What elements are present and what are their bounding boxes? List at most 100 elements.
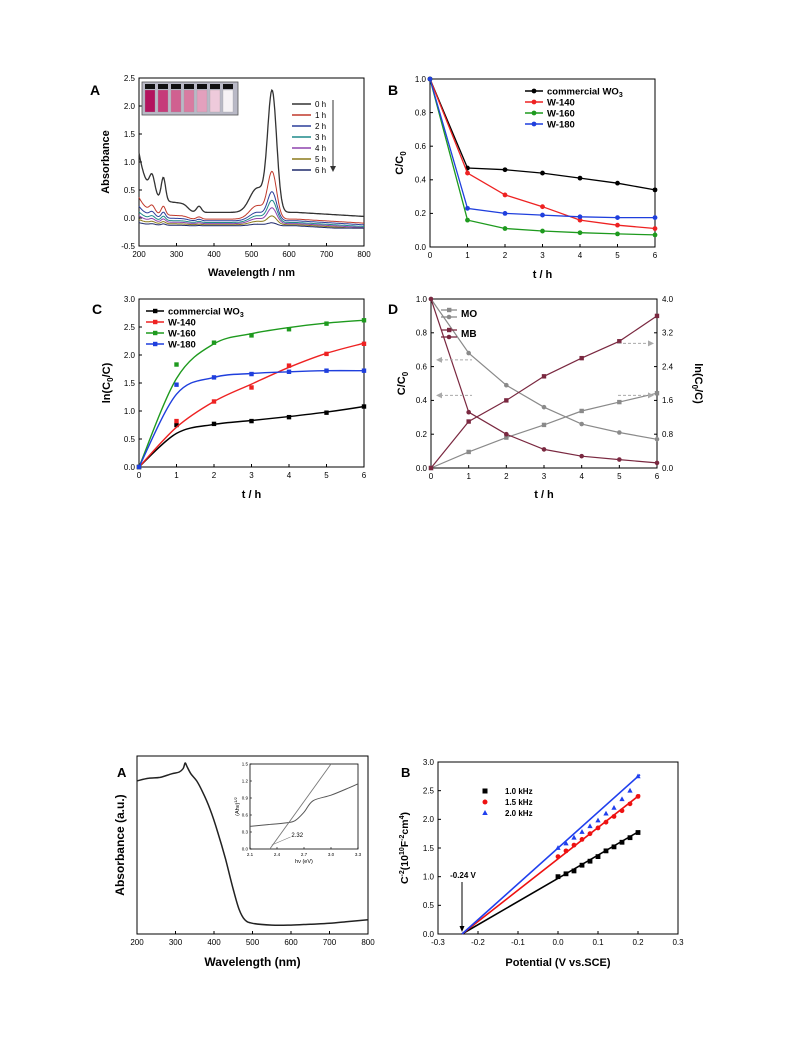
legend-marker (447, 327, 452, 333)
panel-b-top-x-tick-label: 0 (428, 251, 433, 260)
panel-b-bottom-x-tick-label: 0.2 (632, 938, 644, 947)
panel-d-top-series-1-decay-line (430, 298, 658, 464)
panel-c-top-series-3-point (211, 375, 217, 380)
panel-a-bottom-x-tick-label: 400 (207, 938, 221, 947)
panel-c-top-x-tick-label: 6 (362, 471, 367, 480)
panel-c-top-series-0-fit-curve (138, 405, 365, 468)
y-label-tail: /C) (101, 362, 113, 377)
legend-label: 3 h (315, 133, 326, 142)
panel-c-top-y-tick-label: 0.5 (124, 435, 136, 444)
legend-label: commercial WO3 (547, 87, 623, 100)
panel-b-bottom-series-1-point (587, 831, 593, 837)
panel-a-top-y-tick-label: 1.5 (124, 130, 136, 139)
panel-b-top-x-tick-label: 2 (503, 251, 508, 260)
panel-b-top-series-1-point (615, 222, 620, 228)
legend-label: 5 h (315, 155, 326, 164)
panel-b-top-y-tick-label: 1.0 (415, 75, 427, 84)
panel-c-top-series-1-point (211, 399, 217, 404)
panel-b-bottom-x-tick-label: -0.1 (511, 938, 525, 947)
vial-cap (171, 84, 181, 89)
panel-a-top-series-0-line (138, 88, 364, 218)
axis-arrow-head (436, 356, 442, 363)
panel-b-bottom-series-0-point (595, 854, 601, 859)
legend-label: W-160 (547, 109, 575, 120)
legend-label: 0 h (315, 100, 326, 109)
legend-label-text: W-140 (168, 318, 196, 329)
panel-b-top-series-1-point (502, 192, 508, 198)
panel-b-bottom-series-1-point (611, 814, 617, 819)
panel-b-top-y-tick-label: 0.0 (415, 243, 427, 252)
panel-c-top-panel-letter: C (92, 301, 102, 317)
panel-d-top-x-tick-label: 2 (504, 472, 509, 481)
panel-d-top-series-1-kinetic-point (541, 374, 547, 379)
panel-a-top-series-1-line (138, 170, 365, 224)
vial (183, 89, 195, 113)
panel-b-bottom-series-2-point (627, 787, 633, 793)
panel-b-top-y-tick-label: 0.4 (415, 176, 427, 185)
panel-a-bottom-x-tick-label: 800 (361, 938, 375, 947)
legend-label-sub: 3 (619, 92, 623, 99)
panel-a-top-series-5-line (138, 215, 364, 229)
panel-c-top-x-tick-label: 2 (212, 471, 217, 480)
panel-a-top-series-3-line (138, 199, 364, 227)
inset-y-tick-label: 0.9 (242, 796, 249, 801)
y-label-sup2: 10 (399, 847, 406, 855)
legend-marker (153, 308, 158, 314)
panel-d-top-series-1-decay-point (617, 457, 622, 462)
panel-b-top-x-tick-label: 1 (465, 251, 470, 260)
panel-d-top-series-0-kinetic-point (579, 408, 584, 414)
legend-marker (153, 319, 158, 325)
panel-b-bottom-series-1-point (555, 854, 561, 859)
legend-label: 1 h (315, 111, 326, 120)
panel-b-bottom-series-1-point (603, 819, 609, 825)
panel-b-bottom-series-0-point (635, 830, 641, 835)
panel-b-top-x-tick-label: 5 (615, 251, 620, 260)
panel-b-top-series-0-point (615, 180, 620, 186)
panel-c-top-x-tick-label: 0 (137, 471, 142, 480)
panel-d-top-series-1-decay-point (541, 447, 547, 452)
panel-a-bottom-x-tick-label: 700 (323, 938, 337, 947)
vial-cap (210, 84, 220, 89)
panel-d-top-y2-tick-label: 2.4 (662, 362, 674, 371)
panel-c-top-x-tick-label: 5 (324, 471, 329, 480)
legend-label-text: W-160 (547, 109, 575, 120)
panel-b-bottom-series-0-point (611, 844, 617, 850)
panel-b-bottom-series-0-point (571, 868, 577, 874)
panel-b-top-y-tick-label: 0.2 (415, 209, 427, 218)
panel-b-bottom-series-2-point (635, 773, 641, 779)
panel-a-bottom-y-label: Absorbance (a.u.) (113, 794, 127, 895)
inset-tauc-curve (249, 783, 359, 827)
panel-b-bottom-y-tick-label: 1.0 (423, 872, 435, 881)
legend-marker (447, 307, 452, 313)
panel-a-top-y-tick-label: -0.5 (121, 242, 135, 251)
vial (157, 89, 169, 113)
inset-tangent-line (269, 763, 332, 850)
panel-c-top-series-2-point (249, 333, 254, 338)
panel-a-top-legend: 0 h 1 h 2 h 3 h 4 h 5 h 6 h (292, 100, 336, 175)
panel-a-top-inset-photo (141, 81, 239, 116)
panel-b-bottom-y-tick-label: 0.0 (423, 930, 435, 939)
panel-b-bottom: -0.3 -0.2 -0.1 0.0 0.1 0.2 0.3 0.0 0.5 1.0 1.5 2.0 2… (399, 758, 684, 969)
panel-c-top-series-0-point (286, 414, 292, 420)
panel-a-top-legend-arrowhead (330, 166, 336, 172)
panel-c-top-series-1-point (174, 418, 179, 424)
panel-d-top-y2-tick-label: 3.2 (662, 329, 674, 338)
panel-d-top-series-1-kinetic-point (579, 355, 584, 361)
inset-y-label-text: (Ahν) (235, 803, 241, 816)
panel-c-top-series-0-point (211, 421, 217, 427)
legend-marker (482, 788, 488, 794)
panel-b-bottom-x-tick-label: -0.3 (431, 938, 445, 947)
panel-d-top-x-label: t / h (534, 489, 554, 501)
inset-y-tick-label: 1.2 (242, 779, 249, 784)
panel-b-bottom-series-1-point (595, 825, 601, 831)
panel-d-top-series-0-kinetic-point (654, 391, 660, 396)
panel-b-bottom-series-0-point (579, 862, 585, 868)
legend-label: W-160 (168, 329, 196, 340)
panel-a-bottom: 200 300 400 500 600 700 800 A Wavelength (nm) Abs… (113, 755, 375, 969)
panel-b-bottom-series-1-point (627, 801, 633, 807)
legend-marker (482, 810, 488, 815)
legend-marker (153, 341, 158, 347)
panel-b-top-series-2-point (577, 230, 583, 236)
panel-b-bottom-flatband-arrowhead (459, 926, 465, 932)
panel-d-top-y-tick-label: 0.2 (416, 430, 428, 439)
